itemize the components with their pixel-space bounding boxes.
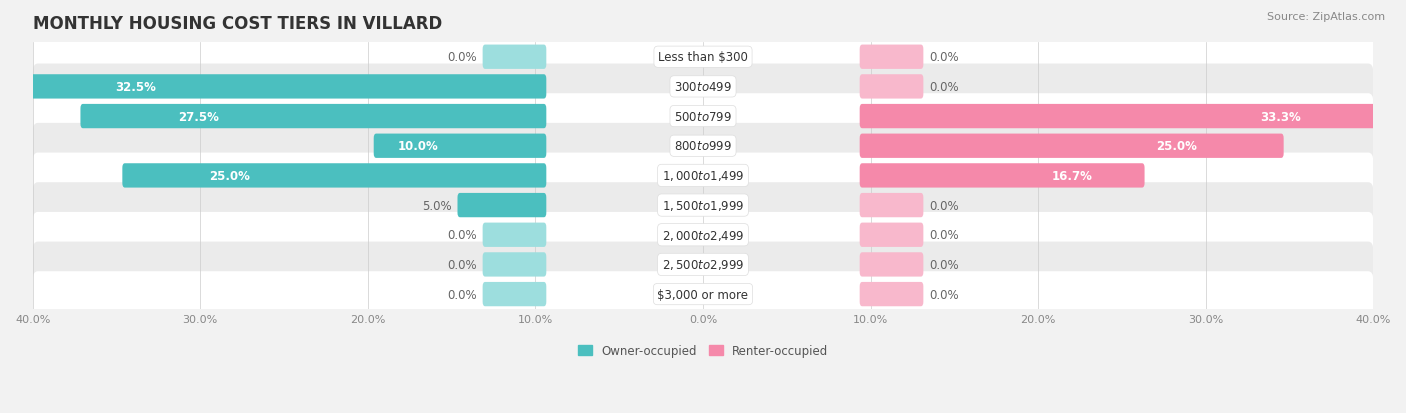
- Text: Source: ZipAtlas.com: Source: ZipAtlas.com: [1267, 12, 1385, 22]
- Text: 0.0%: 0.0%: [447, 51, 477, 64]
- Text: $1,500 to $1,999: $1,500 to $1,999: [662, 199, 744, 213]
- Text: $1,000 to $1,499: $1,000 to $1,499: [662, 169, 744, 183]
- Text: 32.5%: 32.5%: [115, 81, 156, 94]
- FancyBboxPatch shape: [32, 272, 1374, 317]
- FancyBboxPatch shape: [482, 282, 547, 306]
- FancyBboxPatch shape: [859, 164, 1144, 188]
- Text: 0.0%: 0.0%: [929, 229, 959, 242]
- Text: 0.0%: 0.0%: [929, 199, 959, 212]
- FancyBboxPatch shape: [32, 183, 1374, 228]
- Text: $500 to $799: $500 to $799: [673, 110, 733, 123]
- FancyBboxPatch shape: [32, 242, 1374, 287]
- Text: 27.5%: 27.5%: [177, 110, 218, 123]
- Text: $300 to $499: $300 to $499: [673, 81, 733, 94]
- Text: 0.0%: 0.0%: [929, 258, 959, 271]
- Text: 16.7%: 16.7%: [1052, 169, 1092, 183]
- FancyBboxPatch shape: [32, 123, 1374, 169]
- Text: 0.0%: 0.0%: [929, 51, 959, 64]
- FancyBboxPatch shape: [859, 193, 924, 218]
- Text: $3,000 or more: $3,000 or more: [658, 288, 748, 301]
- Text: $2,000 to $2,499: $2,000 to $2,499: [662, 228, 744, 242]
- Text: 0.0%: 0.0%: [929, 288, 959, 301]
- FancyBboxPatch shape: [859, 45, 924, 70]
- Text: Less than $300: Less than $300: [658, 51, 748, 64]
- FancyBboxPatch shape: [859, 282, 924, 306]
- FancyBboxPatch shape: [32, 153, 1374, 199]
- FancyBboxPatch shape: [482, 45, 547, 70]
- FancyBboxPatch shape: [859, 134, 1284, 159]
- FancyBboxPatch shape: [32, 35, 1374, 81]
- FancyBboxPatch shape: [482, 253, 547, 277]
- Text: $2,500 to $2,999: $2,500 to $2,999: [662, 258, 744, 272]
- Text: $800 to $999: $800 to $999: [673, 140, 733, 153]
- Text: 0.0%: 0.0%: [447, 258, 477, 271]
- Text: 33.3%: 33.3%: [1260, 110, 1301, 123]
- FancyBboxPatch shape: [457, 193, 547, 218]
- FancyBboxPatch shape: [32, 94, 1374, 140]
- FancyBboxPatch shape: [32, 64, 1374, 110]
- FancyBboxPatch shape: [32, 212, 1374, 258]
- FancyBboxPatch shape: [859, 104, 1406, 129]
- Text: 0.0%: 0.0%: [447, 229, 477, 242]
- Text: 5.0%: 5.0%: [422, 199, 451, 212]
- FancyBboxPatch shape: [80, 104, 547, 129]
- FancyBboxPatch shape: [0, 75, 547, 99]
- Text: MONTHLY HOUSING COST TIERS IN VILLARD: MONTHLY HOUSING COST TIERS IN VILLARD: [32, 15, 441, 33]
- Text: 0.0%: 0.0%: [447, 288, 477, 301]
- Text: 0.0%: 0.0%: [929, 81, 959, 94]
- FancyBboxPatch shape: [482, 223, 547, 247]
- Text: 25.0%: 25.0%: [209, 169, 250, 183]
- Legend: Owner-occupied, Renter-occupied: Owner-occupied, Renter-occupied: [572, 339, 834, 362]
- FancyBboxPatch shape: [859, 223, 924, 247]
- FancyBboxPatch shape: [374, 134, 547, 159]
- Text: 25.0%: 25.0%: [1156, 140, 1197, 153]
- FancyBboxPatch shape: [859, 253, 924, 277]
- Text: 10.0%: 10.0%: [398, 140, 439, 153]
- FancyBboxPatch shape: [122, 164, 547, 188]
- FancyBboxPatch shape: [859, 75, 924, 99]
